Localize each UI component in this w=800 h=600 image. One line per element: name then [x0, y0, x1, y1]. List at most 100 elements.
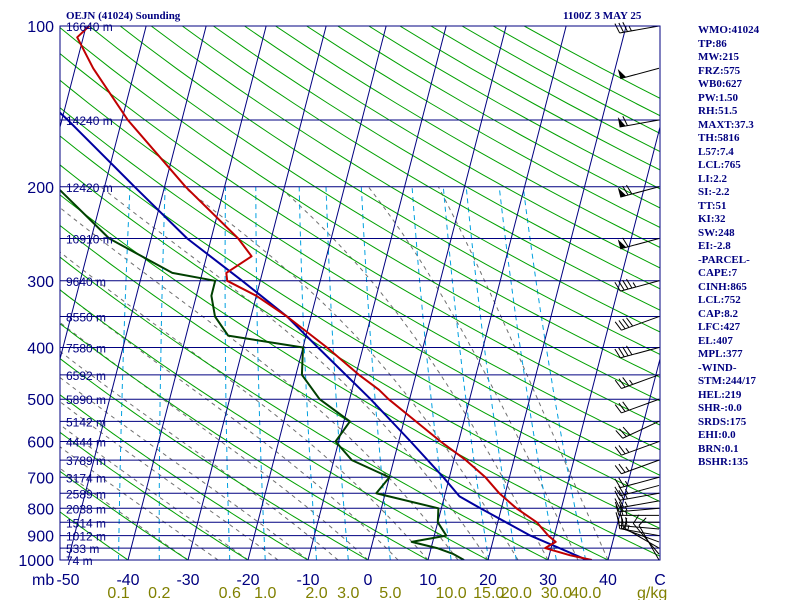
- wind-barb-half-flag: [625, 447, 630, 453]
- wind-barb-staff: [620, 484, 660, 497]
- wind-barb-flag: [626, 345, 633, 356]
- wind-barb-flag: [618, 347, 625, 358]
- wind-barb: [617, 67, 660, 80]
- height-label: 7580 m: [66, 342, 106, 356]
- stability-index-item: BRN:0.1: [698, 442, 739, 455]
- wind-barb-half-flag: [624, 488, 629, 494]
- wind-barb-half-flag: [625, 466, 630, 472]
- wind-barb: [614, 497, 660, 509]
- wind-barb: [614, 459, 660, 475]
- stability-index-item: TT:51: [698, 199, 727, 212]
- wind-barb-flag: [618, 501, 624, 512]
- temperature-tick-label: 20: [479, 572, 497, 589]
- stability-index-item: -WIND-: [698, 361, 737, 374]
- dewpoint-trace: [60, 188, 465, 560]
- wind-barb: [614, 345, 660, 359]
- wind-barb: [617, 184, 660, 198]
- stability-index-item: -PARCEL-: [698, 253, 750, 266]
- wind-barb-staff: [620, 238, 660, 250]
- pressure-tick-label: 100: [27, 19, 54, 36]
- wind-barb: [614, 316, 660, 331]
- wind-barb-flag: [622, 185, 629, 196]
- wind-barb-flag: [615, 430, 624, 439]
- moist-adiabat: [60, 467, 189, 560]
- wind-barb-flag: [622, 279, 629, 290]
- isotherm-line: [307, 26, 447, 560]
- mixing-ratio-unit-label: g/kg: [637, 585, 667, 600]
- height-label: 8550 m: [66, 311, 106, 325]
- stability-index-item: CINH:865: [698, 280, 747, 293]
- wind-barb-flag: [626, 184, 633, 195]
- wind-barb-flag: [618, 22, 624, 33]
- wind-barb-flag: [618, 402, 626, 412]
- stability-index-item: RH:51.5: [698, 105, 738, 117]
- wind-barb-flag: [622, 426, 631, 436]
- dry-adiabats: [60, 26, 660, 560]
- wind-barb-pennant: [617, 187, 627, 198]
- moist-adiabat: [60, 207, 459, 560]
- stability-index-item: CAP:8.2: [698, 307, 739, 320]
- wind-barb-flag: [622, 116, 628, 126]
- wind-barb-staff: [620, 67, 660, 80]
- wind-barb-flag: [614, 498, 621, 509]
- wind-barb-flag: [618, 477, 625, 487]
- temperature-tick-label: 40: [599, 572, 617, 589]
- stability-index-item: WMO:41024: [698, 24, 760, 36]
- pressure-tick-label: 600: [27, 435, 54, 452]
- stability-index-item: PW:1.50: [698, 91, 739, 104]
- wind-barb-half-flag: [624, 501, 628, 507]
- moist-adiabat: [60, 321, 369, 560]
- wind-barb-staff: [632, 523, 660, 555]
- wind-barb: [615, 420, 660, 439]
- wind-barb-flag: [622, 346, 629, 357]
- moist-adiabat: [437, 186, 609, 560]
- wind-barb-staff: [619, 25, 660, 34]
- mixing-ratio-tick-label: 5.0: [379, 585, 401, 600]
- wind-barb-staff: [621, 374, 660, 389]
- mixing-ratio-tick-label: 40.0: [570, 585, 601, 600]
- mixing-ratio-tick-label: 0.6: [219, 585, 241, 600]
- wind-barb-staff: [620, 280, 660, 292]
- wind-barb-half-flag: [629, 379, 634, 385]
- height-label: 533 m: [66, 542, 99, 556]
- mixing-ratio-tick-label: 2.0: [305, 585, 327, 600]
- wind-barb: [614, 489, 660, 501]
- wind-barb-pennant: [617, 117, 626, 127]
- wind-barb-flag: [626, 278, 633, 289]
- height-label: 2038 m: [66, 502, 106, 516]
- stability-index-item: LCL:752: [698, 294, 741, 306]
- wind-barb-flag: [614, 490, 621, 501]
- mixing-ratio-tick-label: 30.0: [541, 585, 572, 600]
- wind-barb: [614, 476, 660, 489]
- wind-barb-flag: [614, 446, 622, 456]
- wind-barb: [614, 441, 660, 456]
- wind-barb-staff: [621, 441, 660, 456]
- wind-barb-flag: [614, 404, 622, 414]
- height-label: 10910 m: [66, 232, 113, 246]
- wind-barb-staff: [622, 420, 660, 439]
- temperature-line: [76, 26, 593, 560]
- wind-barb-flag: [622, 377, 630, 387]
- stability-index-item: MW:215: [698, 51, 739, 63]
- wind-barb-staff: [619, 525, 660, 530]
- wind-barb-flag: [622, 401, 630, 411]
- observation-time: 1100Z 3 MAY 25: [563, 10, 642, 22]
- moist-adiabat: [60, 446, 219, 560]
- temperature-tick-label: 30: [539, 572, 557, 589]
- mixing-ratio-line: [255, 186, 266, 560]
- temperature-unit-label: C: [654, 572, 666, 589]
- wind-barb-half-flag: [632, 282, 637, 288]
- height-label: 6592 m: [66, 369, 106, 383]
- stability-index-item: CAPE:7: [698, 267, 738, 279]
- wind-barb-staff: [619, 507, 660, 513]
- stability-index-item: EL:407: [698, 334, 733, 347]
- stability-index-item: TP:86: [698, 37, 727, 50]
- mixing-ratio-line: [224, 186, 231, 560]
- wind-barb-flag: [618, 378, 626, 388]
- height-label: 2589 m: [66, 487, 106, 501]
- wind-barb: [615, 512, 659, 523]
- wind-barb-flag: [614, 478, 621, 488]
- wind-barb-flag: [614, 501, 620, 512]
- wind-barb-staff: [621, 398, 660, 414]
